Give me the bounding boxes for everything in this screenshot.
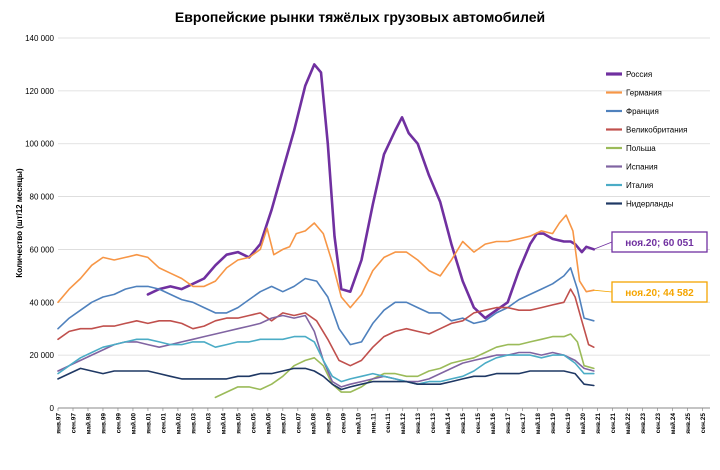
annotations: ноя.20; 60 051 ноя.20; 44 582 — [593, 231, 708, 303]
x-axis-ticks: янв.97 сен.97 май.98 янв.99 сен.99 май.00 янв.… — [56, 408, 707, 435]
x-tick-label: май.14 — [444, 413, 452, 435]
legend-label: Нидерланды — [626, 200, 674, 209]
x-tick-label: янв.01 — [145, 413, 152, 434]
x-tick-label: сен.19 — [565, 413, 572, 434]
x-tick-label: сен.23 — [655, 413, 662, 434]
legend-label: Великобритания — [626, 126, 687, 135]
series-line-3 — [57, 288, 595, 367]
x-tick-label: май.98 — [84, 413, 92, 435]
y-tick-label: 80 000 — [30, 193, 55, 202]
annotation-box — [611, 281, 708, 303]
x-tick-label: май.16 — [489, 413, 497, 435]
x-tick-label: сен.09 — [340, 413, 347, 434]
x-tick-label: янв.21 — [595, 413, 602, 434]
x-tick-label: май.02 — [174, 413, 182, 435]
x-tick-label: янв.09 — [325, 413, 332, 434]
x-tick-label: сен.25 — [700, 413, 707, 434]
x-tick-label: май.00 — [129, 413, 137, 435]
series-lines — [57, 63, 596, 399]
x-tick-label: сен.99 — [115, 413, 122, 434]
y-tick-label: 20 000 — [30, 351, 55, 360]
series-line-0 — [146, 63, 596, 320]
x-tick-label: янв.03 — [190, 413, 197, 434]
x-tick-label: сен.07 — [295, 413, 302, 434]
x-tick-label: май.22 — [624, 413, 632, 435]
legend-label: Россия — [626, 70, 652, 79]
y-tick-label: 0 — [50, 404, 55, 413]
x-tick-label: янв.19 — [550, 413, 557, 434]
annotation-leader — [593, 241, 613, 250]
x-tick-label: сен.15 — [475, 413, 482, 434]
x-tick-label: сен.21 — [610, 413, 617, 434]
x-tick-label: сен.13 — [430, 413, 437, 434]
y-axis-label: Количество (шт/12 месяцы) — [15, 168, 24, 278]
annotation-box — [611, 231, 708, 253]
x-tick-label: янв.99 — [100, 413, 107, 434]
legend-label: Германия — [626, 89, 662, 98]
legend-label: Польша — [626, 144, 656, 153]
y-tick-label: 140 000 — [25, 34, 54, 43]
x-tick-label: янв.05 — [235, 413, 242, 434]
x-tick-label: янв.11 — [370, 413, 377, 434]
x-tick-label: сен.17 — [520, 413, 527, 434]
annotation-label: ноя.20; 44 582 — [625, 288, 694, 299]
chart-title: Европейские рынки тяжёлых грузовых автом… — [175, 9, 545, 25]
x-tick-label: янв.07 — [280, 413, 287, 434]
legend-label: Италия — [626, 181, 653, 190]
x-tick-label: сен.97 — [70, 413, 77, 434]
annotation-leader — [593, 289, 613, 293]
y-axis-ticks: 0 20 000 40 000 60 000 80 000 100 000 120 000 1… — [25, 34, 54, 413]
legend-label: Франция — [626, 107, 659, 116]
x-tick-label: май.04 — [219, 413, 227, 435]
x-tick-label: сен.03 — [205, 413, 212, 434]
y-tick-label: 60 000 — [30, 245, 55, 254]
x-tick-label: янв.15 — [460, 413, 467, 434]
x-tick-label: май.06 — [264, 413, 272, 435]
y-tick-label: 120 000 — [25, 87, 54, 96]
x-tick-label: май.08 — [309, 413, 317, 435]
x-tick-label: май.24 — [669, 413, 677, 435]
series-line-6 — [57, 335, 595, 386]
x-tick-label: май.12 — [399, 413, 407, 435]
series-line-4 — [214, 333, 595, 399]
x-tick-label: сен.11 — [385, 413, 392, 433]
y-tick-label: 40 000 — [30, 298, 55, 307]
legend: Россия Германия Франция Великобритания Польш… — [606, 70, 687, 209]
x-tick-label: май.10 — [354, 413, 362, 435]
x-tick-label: май.18 — [534, 413, 542, 435]
annotation-label: ноя.20; 60 051 — [625, 238, 694, 249]
legend-label: Испания — [626, 163, 658, 172]
x-tick-label: сен.05 — [250, 413, 257, 434]
x-tick-label: янв.25 — [685, 413, 692, 434]
series-line-7 — [57, 367, 595, 391]
y-tick-label: 100 000 — [25, 140, 54, 149]
x-tick-label: янв.13 — [415, 413, 422, 434]
x-tick-label: май.20 — [579, 413, 587, 435]
series-line-1 — [57, 214, 595, 309]
x-tick-label: янв.97 — [56, 413, 63, 434]
series-line-2 — [57, 267, 595, 346]
x-tick-label: янв.23 — [640, 413, 647, 434]
x-tick-label: сен.01 — [160, 413, 167, 434]
x-tick-label: янв.17 — [505, 413, 512, 434]
